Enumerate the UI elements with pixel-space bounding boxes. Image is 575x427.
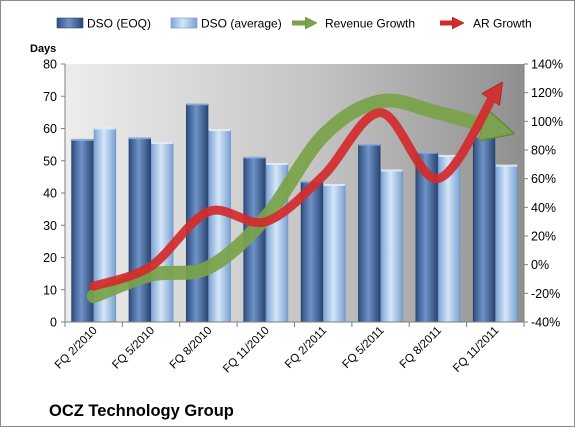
y-tick-label: 50 bbox=[43, 154, 57, 168]
bar-cap bbox=[438, 154, 460, 157]
x-tick-label: FQ 8/2010 bbox=[168, 325, 215, 372]
x-tick-label: FQ 5/2011 bbox=[340, 325, 386, 371]
y2-tick-label: 140% bbox=[531, 58, 563, 72]
bar-cap bbox=[358, 143, 381, 146]
y-tick-label: 70 bbox=[43, 90, 57, 104]
x-tick-label: FQ 2/2011 bbox=[283, 325, 329, 371]
y-tick-label: 0 bbox=[50, 316, 57, 330]
y2-tick-label: 60% bbox=[531, 172, 556, 186]
lines-layer bbox=[86, 93, 496, 304]
legend-label-dso-eoq: DSO (EOQ) bbox=[87, 17, 151, 31]
legend-item-dso-average: DSO (average) bbox=[170, 17, 282, 31]
legend-swatch-dso-average bbox=[170, 17, 198, 29]
bar-cap bbox=[266, 162, 288, 165]
y-tick-label: 80 bbox=[43, 58, 57, 72]
bar-dso-average bbox=[495, 165, 518, 323]
bar-dso-eoq bbox=[128, 137, 151, 323]
legend-item-revenue-growth: Revenue Growth bbox=[292, 17, 415, 31]
bar-cap bbox=[129, 137, 151, 140]
bar-dso-average bbox=[151, 142, 174, 323]
x-tick-label: FQ 11/2010 bbox=[221, 325, 272, 376]
y-tick-label: 60 bbox=[43, 122, 57, 136]
chart-title: OCZ Technology Group bbox=[49, 402, 234, 420]
bar-dso-average bbox=[208, 129, 231, 323]
legend-item-ar-growth: AR Growth bbox=[440, 17, 532, 31]
line-ar-growth bbox=[89, 93, 496, 291]
y2-tick-label: -40% bbox=[531, 316, 560, 330]
legend-item-dso-eoq: DSO (EOQ) bbox=[56, 17, 151, 31]
bar-dso-average bbox=[323, 184, 346, 323]
x-tick-label: FQ 11/2011 bbox=[451, 325, 501, 375]
legend-label-revenue-growth: Revenue Growth bbox=[325, 17, 415, 31]
y2-tick-label: 20% bbox=[531, 230, 556, 244]
legend: DSO (EOQ) DSO (average) Revenue Growth A… bbox=[56, 17, 532, 31]
bar-dso-eoq bbox=[300, 181, 324, 323]
legend-swatch-dso-eoq bbox=[56, 17, 84, 29]
legend-label-dso-average: DSO (average) bbox=[201, 17, 282, 31]
y2-tick-label: 80% bbox=[531, 144, 556, 158]
legend-label-ar-growth: AR Growth bbox=[473, 17, 532, 31]
y-tick-label: 20 bbox=[43, 251, 57, 265]
y2-tick-label: -20% bbox=[531, 287, 560, 301]
y-tick-label: 40 bbox=[43, 187, 57, 201]
bar-dso-average bbox=[380, 170, 403, 323]
bar-cap bbox=[381, 169, 403, 172]
y2-tick-label: 120% bbox=[531, 86, 563, 100]
x-tick-label: FQ 8/2011 bbox=[398, 325, 444, 371]
y2-tick-label: 40% bbox=[531, 201, 556, 215]
bar-dso-eoq bbox=[472, 136, 496, 323]
bar-dso-eoq bbox=[358, 144, 381, 323]
bar-cap bbox=[495, 164, 518, 167]
bar-cap bbox=[323, 183, 346, 186]
y2-tick-label: 0% bbox=[531, 258, 549, 272]
bar-cap bbox=[151, 142, 174, 145]
y-tick-label: 30 bbox=[43, 219, 57, 233]
x-tick-label: FQ 2/2010 bbox=[53, 325, 100, 372]
y2-tick-label: 100% bbox=[531, 115, 563, 129]
bar-cap bbox=[186, 103, 208, 106]
bar-cap bbox=[208, 129, 231, 132]
y-tick-label: 10 bbox=[43, 283, 57, 297]
x-tick-label: FQ 5/2010 bbox=[110, 325, 157, 372]
y-axis-title: Days bbox=[30, 43, 56, 55]
bar-cap bbox=[243, 156, 266, 159]
bar-cap bbox=[71, 138, 94, 141]
line-revenue-growth bbox=[86, 93, 496, 304]
bar-cap bbox=[415, 151, 438, 154]
axes-layer bbox=[61, 63, 528, 327]
bar-cap bbox=[94, 127, 116, 130]
